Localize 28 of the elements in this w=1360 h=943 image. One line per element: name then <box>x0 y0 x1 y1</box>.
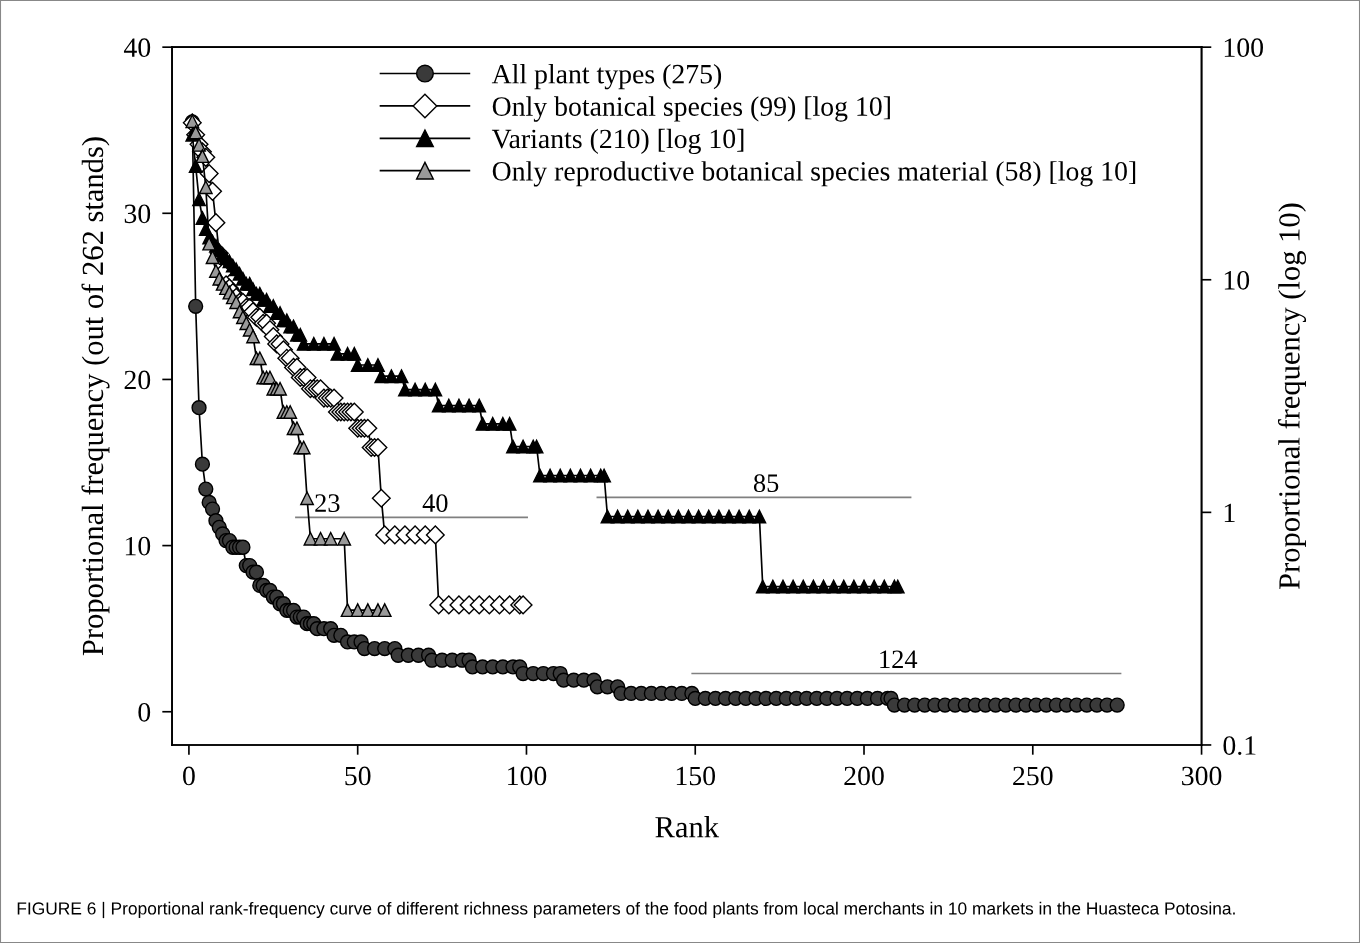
y2-tick-label: 10 <box>1224 270 1250 290</box>
y2-tick-label: 1 <box>1224 503 1235 522</box>
x-tick-label: 150 <box>676 766 716 786</box>
y-tick-label: 30 <box>124 204 151 224</box>
y2-tick-label: 0.1 <box>1223 736 1256 755</box>
annotation: 124 <box>880 650 918 668</box>
x-tick-label: 300 <box>1182 766 1222 786</box>
legend-label: All plant types (275) <box>491 63 722 90</box>
annotation: 23 <box>315 494 340 512</box>
y-tick-label: 10 <box>125 536 151 556</box>
y2-tick-label: 100 <box>1224 38 1263 58</box>
y-tick-label: 40 <box>123 38 151 58</box>
y2-axis-title: Proportional frequency (log 10) <box>1277 203 1307 590</box>
y-axis-title: Proportional frequency (out of 262 stands) <box>81 137 110 656</box>
annotation: 40 <box>422 494 448 512</box>
x-tick-label: 200 <box>844 766 884 786</box>
legend-label: Variants (210) [log 10] <box>491 128 744 155</box>
caption: FIGURE 6 | Proportional rank-frequency curve of different richness parameters of the food plants from local merchants in 10 markets in the Huasteca Potosina. <box>17 901 1235 919</box>
y-tick-label: 20 <box>124 370 151 390</box>
x-tick-label: 50 <box>345 766 371 786</box>
x-tick-label: 250 <box>1013 766 1053 786</box>
x-axis-title: Rank <box>655 815 720 838</box>
y-tick-label: 0 <box>138 702 151 722</box>
legend-label: Only reproductive botanical species material (58) [log 10] <box>492 161 1136 187</box>
annotation: 85 <box>753 474 779 493</box>
x-tick-label: 0 <box>183 766 195 786</box>
legend-label: Only botanical species (99) [log 10] <box>492 96 890 122</box>
x-tick-label: 100 <box>508 766 547 786</box>
